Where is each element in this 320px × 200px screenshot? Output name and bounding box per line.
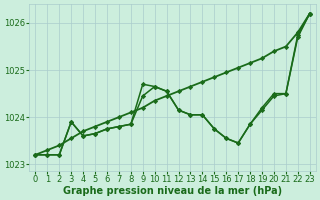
X-axis label: Graphe pression niveau de la mer (hPa): Graphe pression niveau de la mer (hPa) (63, 186, 282, 196)
